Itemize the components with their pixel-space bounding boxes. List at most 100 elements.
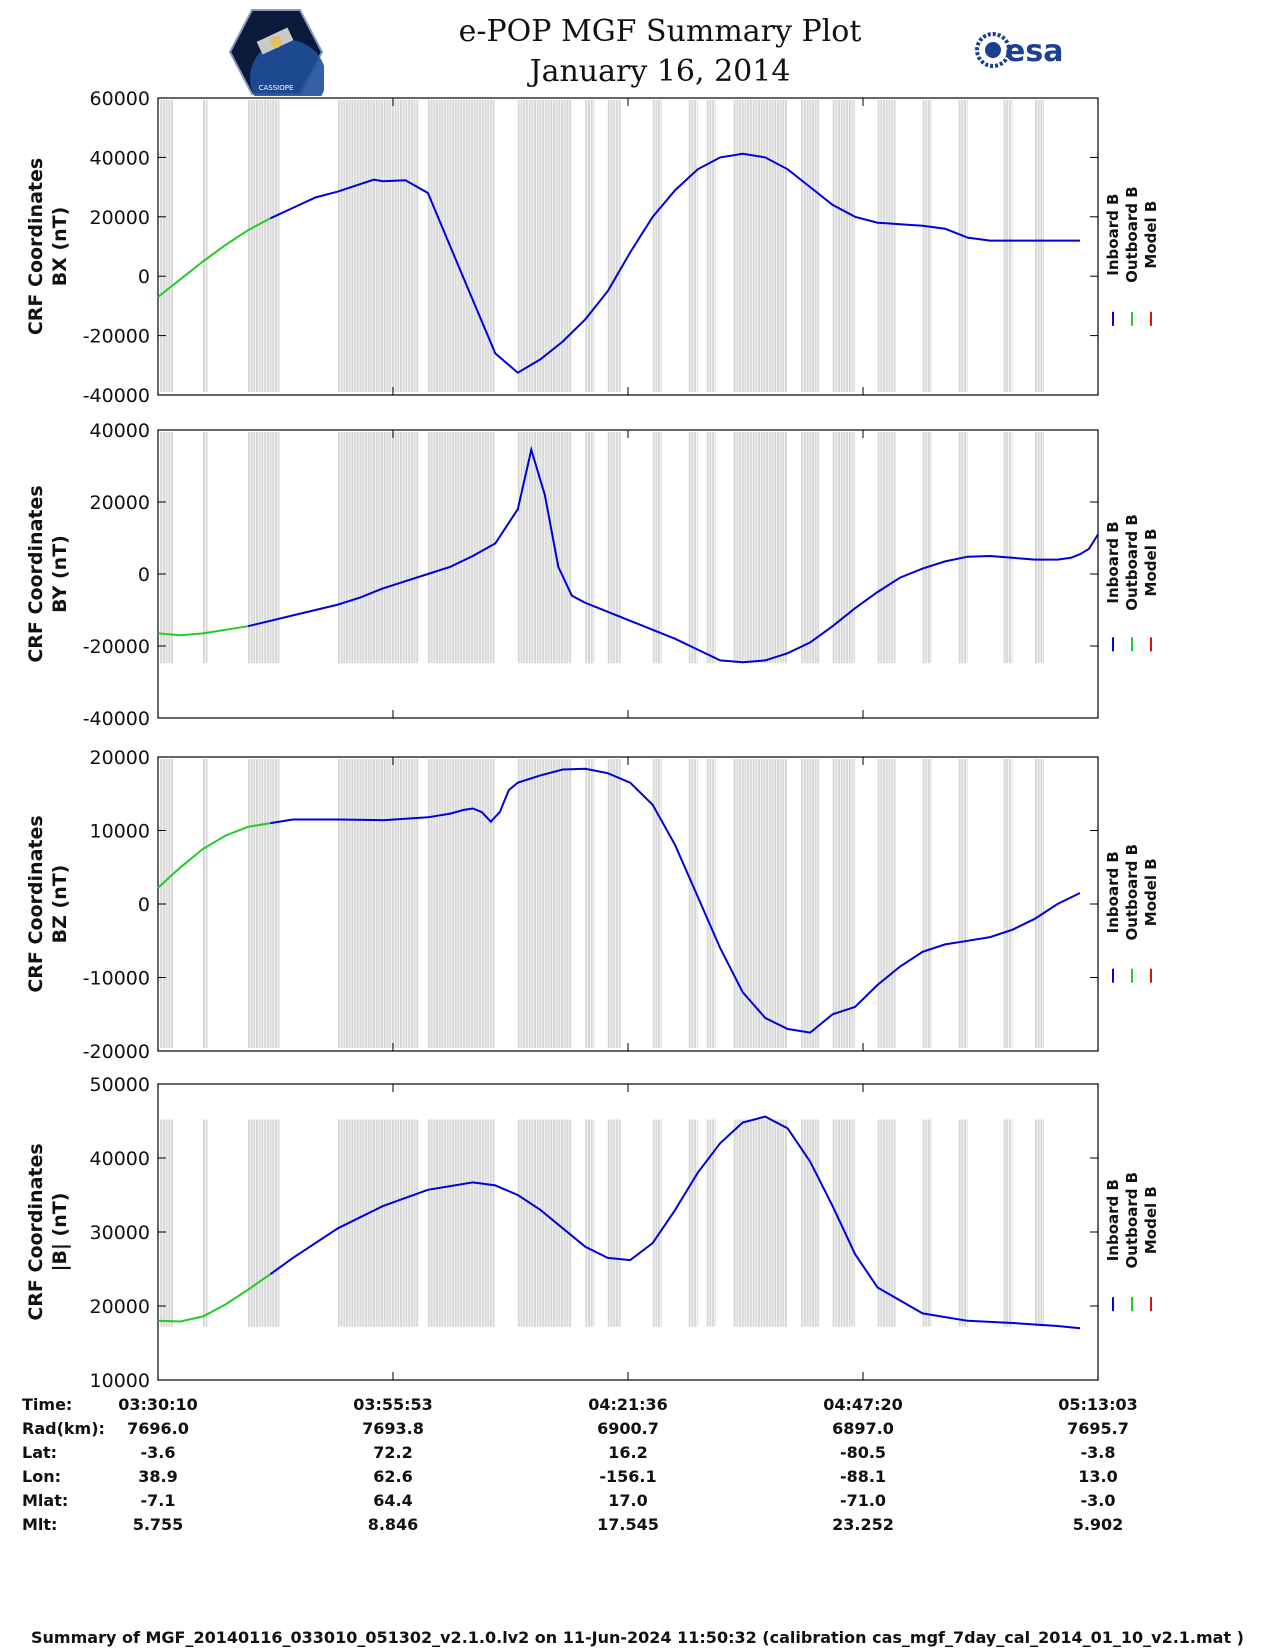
gap-stripe [843,100,846,392]
gap-stripe [367,100,370,392]
plot-date: January 16, 2014 [529,54,791,89]
gap-stripe [264,759,267,1048]
gap-stripe [930,100,932,392]
gap-stripe [362,100,365,392]
gap-stripe [348,100,351,392]
gap-stripe [925,100,928,392]
gap-stripe [253,432,256,664]
gap-stripe [1037,100,1040,392]
gap-stripe [525,100,528,392]
gap-stripe [410,432,413,664]
gap-stripe [880,1119,883,1327]
gap-stripe [848,759,851,1048]
series-inboard-b [269,152,1080,374]
ephem-value: 7696.0 [127,1419,189,1438]
gap-stripe [427,1119,430,1327]
gap-stripe [436,759,438,1048]
gap-stripe [362,759,365,1048]
gap-stripe [714,432,716,664]
gap-stripe [733,432,736,664]
gap-stripe [364,1119,367,1327]
gap-stripe [256,432,258,664]
gap-stripe [277,759,280,1048]
gap-stripe [736,100,739,392]
gap-stripe [375,432,378,664]
gap-stripe [966,1119,968,1327]
gap-stripe [891,100,894,392]
gap-stripe [381,759,384,1048]
gap-stripe [776,1119,779,1327]
gap-stripe [258,432,261,664]
gap-stripe [615,1119,618,1327]
gap-stripe [755,432,758,664]
gap-stripe [758,1119,760,1327]
gap-stripe [544,759,547,1048]
gap-stripe [763,759,766,1048]
gap-stripe [658,759,661,1048]
gap-stripe [801,759,804,1048]
gap-stripe [454,100,457,392]
gap-stripe [413,1119,416,1327]
ephem-value: -3.0 [1081,1491,1116,1510]
gap-stripe [779,1119,782,1327]
y-tick-label: 0 [138,564,150,586]
gap-stripe [552,100,555,392]
gap-stripe [817,432,820,664]
ephem-value: 03:30:10 [118,1395,198,1414]
gap-stripe [812,100,814,392]
gap-stripe [660,100,662,392]
gap-stripe [885,432,888,664]
gap-stripe [408,1119,411,1327]
gap-stripe [877,1119,880,1327]
gap-stripe [755,759,758,1048]
gap-stripe [1040,100,1043,392]
gap-stripe [520,1119,523,1327]
gap-stripe [752,432,755,664]
gap-stripe [607,432,610,664]
gap-stripe [481,432,484,664]
gap-stripe [250,432,253,664]
gap-stripe [348,432,351,664]
y-tick-label: 20000 [90,747,150,769]
legend-label: Model B [1142,1186,1160,1254]
y-tick-label: 40000 [90,420,150,442]
gap-stripe [468,1119,471,1327]
gap-stripe [397,432,400,664]
gap-stripe [961,1119,964,1327]
gap-stripe [525,759,528,1048]
gap-stripe [362,432,365,664]
gap-stripe [337,1119,340,1327]
gap-stripe [585,432,588,664]
gap-stripe [452,759,455,1048]
gap-stripe [590,100,593,392]
gap-stripe [566,432,569,664]
gap-stripe [394,100,397,392]
gap-stripe [542,759,545,1048]
gap-stripe [489,432,492,664]
gap-stripe [343,432,346,664]
gap-stripe [733,759,736,1048]
gap-stripe [961,100,964,392]
gap-stripe [696,1119,698,1327]
gap-stripe [378,100,381,392]
gap-stripe [618,100,621,392]
gap-stripe [160,100,163,392]
gap-stripe [528,1119,531,1327]
gap-stripe [430,1119,433,1327]
gap-stripe [375,1119,378,1327]
gap-stripe [782,432,785,664]
gap-stripe [613,100,616,392]
gap-stripe [248,1119,250,1327]
gap-stripe [523,759,526,1048]
gap-stripe [394,759,397,1048]
gap-stripe [465,432,468,664]
gap-stripe [883,100,885,392]
gap-stripe [492,432,495,664]
gap-stripe [373,100,375,392]
gap-stripe [801,1119,804,1327]
y-axis-label: |B| (nT) [49,1193,71,1272]
gap-stripe [552,1119,555,1327]
gap-stripe [618,759,621,1048]
gap-stripe [258,759,261,1048]
